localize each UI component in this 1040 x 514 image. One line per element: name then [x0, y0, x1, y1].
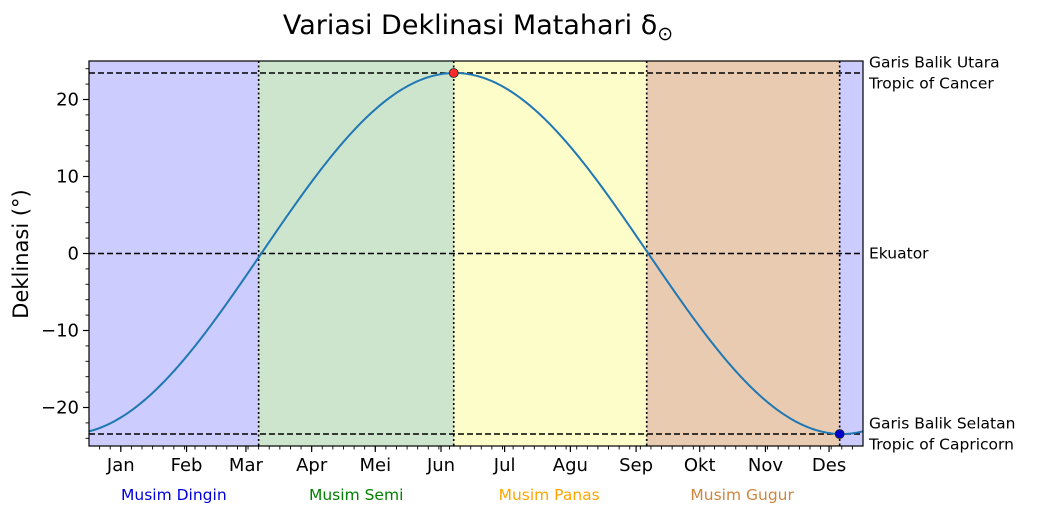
reference-lines: [89, 72, 863, 435]
y-tick-label: 0: [68, 244, 79, 265]
season-boundaries: [257, 61, 841, 446]
x-tick-label: Sep: [619, 455, 653, 476]
x-tick-label: Mar: [229, 455, 264, 476]
solstice-marker-0: [448, 68, 459, 78]
season-label-1: Musim Semi: [309, 486, 403, 504]
season-label-2: Musim Panas: [499, 486, 600, 504]
x-tick-label: Jan: [106, 455, 135, 476]
reference-label-2: Garis Balik Selatan: [869, 414, 1015, 432]
y-axis-label: Deklinasi (°): [9, 189, 33, 318]
season-band-4: [839, 61, 863, 446]
season-labels: Musim Dingin Musim Semi Musim Panas Musim G…: [121, 486, 794, 504]
season-label-3: Musim Gugur: [690, 486, 794, 504]
x-tick-label: Feb: [171, 455, 203, 476]
x-tick-label: Apr: [296, 455, 328, 476]
y-axis-ticks: −20 −10 0 10 20: [41, 68, 89, 439]
declination-curve: [88, 72, 864, 435]
reference-label-1: Ekuator: [869, 245, 929, 263]
x-tick-label: Jun: [426, 455, 455, 476]
y-tick-label: 10: [56, 167, 79, 188]
x-tick-label: Des: [812, 455, 846, 476]
reference-label-0: Garis Balik Utara: [869, 54, 1000, 72]
x-axis-ticks: Jan Feb Mar Apr Mei Jun Jul Agu Sep Okt Nov Des: [99, 446, 853, 476]
reference-label-2: Tropic of Capricorn: [868, 435, 1014, 453]
y-tick-label: −20: [41, 398, 79, 419]
x-tick-label: Agu: [553, 455, 588, 476]
solstice-marker-1: [834, 429, 845, 439]
season-bands: [89, 61, 863, 446]
chart-title: Variasi Deklinasi Matahari δ⊙: [283, 10, 673, 45]
sun-symbol: ⊙: [657, 23, 673, 45]
y-tick-label: 20: [56, 90, 79, 111]
solstice-markers: [448, 68, 845, 439]
reference-label-0: Tropic of Cancer: [868, 75, 994, 93]
x-tick-label: Okt: [684, 455, 716, 476]
x-tick-label: Nov: [748, 455, 783, 476]
season-label-0: Musim Dingin: [121, 486, 227, 504]
y-tick-label: −10: [41, 321, 79, 342]
x-tick-label: Mei: [359, 455, 391, 476]
x-tick-label: Jul: [493, 455, 516, 476]
reference-line-labels: Garis Balik Utara Tropic of Cancer Ekuator…: [868, 54, 1015, 454]
